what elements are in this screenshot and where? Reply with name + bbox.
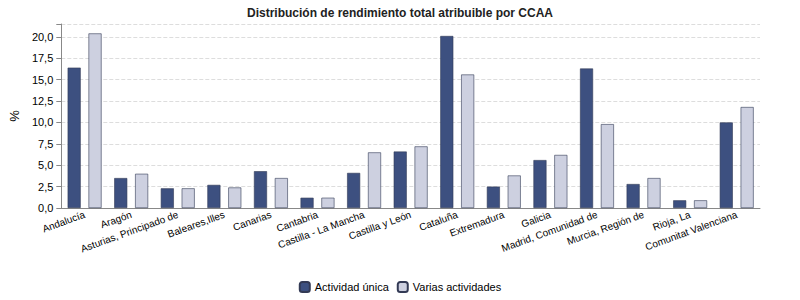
svg-text:2,5: 2,5 xyxy=(38,181,53,193)
svg-text:0,0: 0,0 xyxy=(38,202,53,214)
svg-text:Extremadura: Extremadura xyxy=(448,209,506,239)
svg-text:15,0: 15,0 xyxy=(32,74,53,86)
svg-text:Varias actividades: Varias actividades xyxy=(413,281,502,293)
svg-text:Aragón: Aragón xyxy=(99,208,134,231)
svg-text:Distribución de rendimiento to: Distribución de rendimiento total atribu… xyxy=(247,6,553,20)
svg-text:Rioja, La: Rioja, La xyxy=(651,208,692,233)
svg-text:Castilla - La Mancha: Castilla - La Mancha xyxy=(276,208,366,251)
svg-text:Actividad única: Actividad única xyxy=(315,281,390,293)
svg-text:12,5: 12,5 xyxy=(32,95,53,107)
svg-text:20,0: 20,0 xyxy=(32,31,53,43)
svg-text:Baleares,Illes: Baleares,Illes xyxy=(166,209,226,240)
svg-text:Madrid, Comunidad de: Madrid, Comunidad de xyxy=(500,208,599,254)
svg-text:Galicia: Galicia xyxy=(519,208,553,230)
svg-text:%: % xyxy=(7,110,22,122)
svg-text:Castilla y León: Castilla y León xyxy=(347,209,412,242)
svg-text:Cantabria: Cantabria xyxy=(274,208,320,234)
svg-text:Comunitat Valenciana: Comunitat Valenciana xyxy=(644,209,739,253)
svg-text:10,0: 10,0 xyxy=(32,116,53,128)
svg-text:Andalucía: Andalucía xyxy=(41,209,87,235)
svg-text:Canarias: Canarias xyxy=(231,209,272,233)
svg-text:5,0: 5,0 xyxy=(38,159,53,171)
svg-text:17,5: 17,5 xyxy=(32,52,53,64)
svg-text:Cataluña: Cataluña xyxy=(417,208,460,233)
svg-text:Asturias, Principado de: Asturias, Principado de xyxy=(79,209,180,255)
svg-text:7,5: 7,5 xyxy=(38,138,53,150)
svg-text:Murcia, Región de: Murcia, Región de xyxy=(565,209,645,247)
